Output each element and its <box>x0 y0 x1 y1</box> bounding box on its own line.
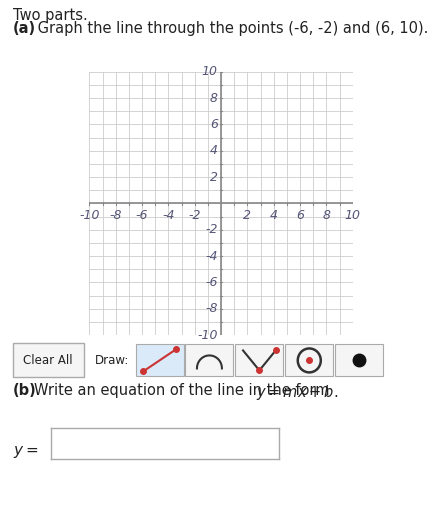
Text: (a): (a) <box>13 21 37 36</box>
Text: 8: 8 <box>210 92 218 105</box>
Text: -8: -8 <box>205 302 218 315</box>
Text: -6: -6 <box>205 276 218 289</box>
Text: -10: -10 <box>79 210 100 222</box>
Text: 2: 2 <box>210 171 218 184</box>
Text: 6: 6 <box>210 118 218 131</box>
Text: 8: 8 <box>323 210 330 222</box>
Text: -2: -2 <box>205 223 218 236</box>
Text: -8: -8 <box>110 210 122 222</box>
Text: -6: -6 <box>136 210 148 222</box>
Text: 4: 4 <box>210 144 218 157</box>
FancyBboxPatch shape <box>185 345 234 377</box>
Text: $y = mx + b.$: $y = mx + b.$ <box>256 383 338 402</box>
Text: -2: -2 <box>188 210 201 222</box>
Text: 6: 6 <box>296 210 304 222</box>
Text: Clear All: Clear All <box>23 354 73 367</box>
Text: (b): (b) <box>13 383 37 398</box>
Text: Graph the line through the points (-6, -2) and (6, 10).: Graph the line through the points (-6, -… <box>33 21 429 36</box>
FancyBboxPatch shape <box>335 345 383 377</box>
Text: Draw:: Draw: <box>95 354 129 367</box>
Text: $y =$: $y =$ <box>13 444 39 460</box>
FancyBboxPatch shape <box>136 345 183 377</box>
FancyBboxPatch shape <box>285 345 333 377</box>
Text: 4: 4 <box>270 210 278 222</box>
Text: Write an equation of the line in the form: Write an equation of the line in the for… <box>34 383 334 398</box>
Text: -4: -4 <box>205 250 218 263</box>
Text: -10: -10 <box>197 329 218 342</box>
Text: 10: 10 <box>345 210 361 222</box>
FancyBboxPatch shape <box>235 345 283 377</box>
Text: -4: -4 <box>162 210 175 222</box>
FancyBboxPatch shape <box>13 344 84 377</box>
Text: 2: 2 <box>243 210 251 222</box>
Text: 10: 10 <box>202 65 218 78</box>
Text: Two parts.: Two parts. <box>13 8 88 23</box>
